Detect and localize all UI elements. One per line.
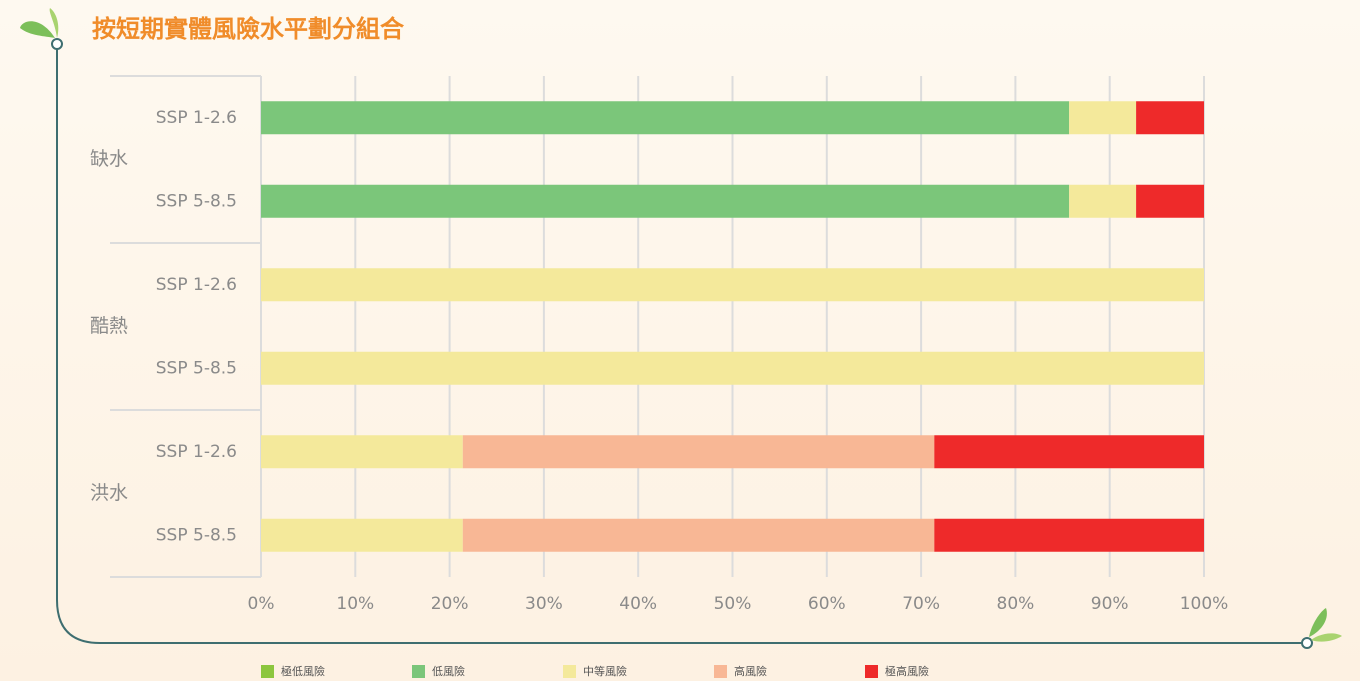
legend-label: 高風險 [734,664,767,678]
x-tick-label: 70% [902,594,940,614]
category-label: SSP 1-2.6 [156,275,237,295]
bar-segment [261,519,463,552]
legend-swatch [412,665,425,678]
chart: 按短期實體風險水平劃分組合 0% 10% 20% 30% 40% 50% 60% 70% 80%… [0,0,1360,681]
bar-segment [934,519,1204,552]
bar-segment [261,185,1069,218]
category-label: SSP 1-2.6 [156,108,237,128]
leaf [1311,633,1342,641]
legend-swatch [865,665,878,678]
decor-dot [1302,638,1312,648]
leaf [20,21,55,38]
x-tick-label: 10% [336,594,374,614]
legend-label: 極高風險 [885,664,929,678]
legend-label: 低風險 [432,664,465,678]
chart-title: 按短期實體風險水平劃分組合 [92,15,405,43]
x-tick-label: 90% [1091,594,1129,614]
category-label: SSP 5-8.5 [156,191,237,211]
category-label: SSP 5-8.5 [156,525,237,545]
legend-swatch [714,665,727,678]
x-tick-label: 80% [997,594,1035,614]
group-label: 缺水 [90,148,128,170]
legend-label: 極低風險 [281,664,325,678]
bar-segment [934,435,1204,468]
bar-segment [261,101,1069,134]
decor-dot [52,39,62,49]
bar-segment [463,519,935,552]
x-tick-label: 0% [248,594,275,614]
bar-segment [261,435,463,468]
x-tick-label: 40% [619,594,657,614]
legend-label: 中等風險 [583,664,627,678]
x-tick-label: 100% [1180,594,1229,614]
bar-segment [261,352,1204,385]
bar-segment [261,268,1204,301]
category-label: SSP 5-8.5 [156,358,237,378]
x-tick-label: 20% [431,594,469,614]
group-label: 洪水 [90,482,128,504]
bar-segment [1136,185,1204,218]
legend-swatch [563,665,576,678]
bar-segment [1136,101,1204,134]
bar-segment [1069,185,1136,218]
bar-segment [463,435,935,468]
category-label: SSP 1-2.6 [156,442,237,462]
bar-segment [1069,101,1136,134]
x-tick-label: 30% [525,594,563,614]
leaf [1309,608,1327,637]
legend-swatch [261,665,274,678]
x-tick-label: 60% [808,594,846,614]
page: 按短期實體風險水平劃分組合 0% 10% 20% 30% 40% 50% 60% 70% 80%… [0,0,1360,681]
x-tick-label: 50% [714,594,752,614]
group-label: 酷熱 [90,315,128,337]
